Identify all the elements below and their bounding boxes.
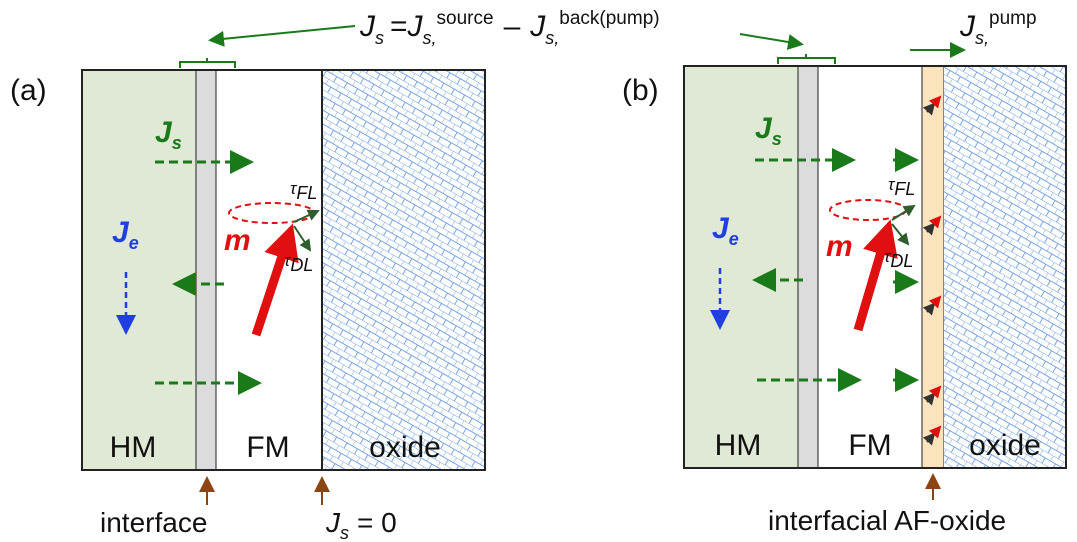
af-layer [922, 66, 944, 468]
interface-layer [196, 70, 216, 470]
symbol: J [755, 112, 773, 145]
torque-arrow [294, 226, 310, 250]
interface-label: interface [100, 507, 207, 538]
subscript: e [729, 229, 739, 249]
precession [229, 203, 315, 223]
subscript: s, [545, 28, 559, 48]
layer-label: FM [848, 429, 891, 462]
oxide-layer [322, 70, 485, 470]
symbol: J [359, 10, 376, 43]
symbol: J [325, 507, 341, 538]
magnetization [858, 228, 888, 330]
symbol: J [112, 216, 130, 249]
torque-arrow [294, 211, 318, 222]
subscript: s [172, 133, 182, 153]
panel-b: (b) HM FM oxide Js Je m τFL τDL interfac… [622, 66, 1066, 536]
symbol: J [959, 10, 976, 43]
superscript: back(pump) [559, 8, 659, 29]
bracket [778, 54, 835, 64]
tau-dl: τDL [284, 251, 313, 275]
oxide-layer [944, 66, 1066, 468]
torque-arrow [892, 224, 908, 244]
equals: = [390, 10, 408, 43]
subscript: s, [423, 28, 437, 48]
subscript: s [772, 129, 782, 149]
subscript: DL [290, 255, 313, 275]
symbol: J [155, 116, 173, 149]
subscript: s, [975, 28, 989, 48]
symbol: J [712, 212, 730, 245]
symbol: J [407, 10, 424, 43]
subscript: s [340, 523, 349, 542]
layer-label: FM [246, 431, 289, 464]
interface-layer [798, 66, 818, 468]
layer-label: HM [110, 431, 157, 464]
subscript: FL [894, 179, 915, 199]
equation: Js=Js,source–Js,back(pump) [359, 8, 660, 48]
layer-label: HM [715, 429, 762, 462]
bracket [180, 58, 235, 68]
subscript: e [129, 233, 139, 253]
magnetization [256, 232, 290, 335]
superscript: source [437, 8, 494, 29]
subscript: DL [890, 251, 913, 271]
layer-label: oxide [969, 429, 1041, 462]
tau-fl: τFL [290, 179, 317, 203]
minus: – [504, 10, 521, 43]
zero-label: Js = 0 [325, 507, 397, 542]
hm-layer [684, 66, 798, 468]
diagram: Js=Js,source–Js,back(pump) Js,pump (a) H… [0, 0, 1077, 542]
tau-fl: τFL [888, 175, 915, 199]
precession [830, 200, 906, 220]
subscript: FL [296, 183, 317, 203]
arrow [740, 34, 800, 44]
layer-label: oxide [369, 431, 441, 464]
symbol: J [529, 10, 546, 43]
pump-label: Js,pump [959, 8, 1037, 48]
hm-layer [82, 70, 196, 470]
panel-a: (a) HM FM oxide Js Je m τFL τDL interfac… [10, 70, 485, 542]
interface-label: interfacial AF-oxide [768, 505, 1006, 536]
m-label: m [224, 224, 251, 257]
panel-label: (b) [622, 74, 659, 107]
subscript: s [375, 28, 384, 48]
tau-dl: τDL [884, 247, 913, 271]
arrow [212, 26, 355, 40]
equals-zero: = 0 [357, 507, 397, 538]
panel-label: (a) [10, 74, 47, 107]
m-label: m [826, 230, 853, 263]
superscript: pump [989, 8, 1037, 29]
torque-arrow [892, 206, 914, 220]
